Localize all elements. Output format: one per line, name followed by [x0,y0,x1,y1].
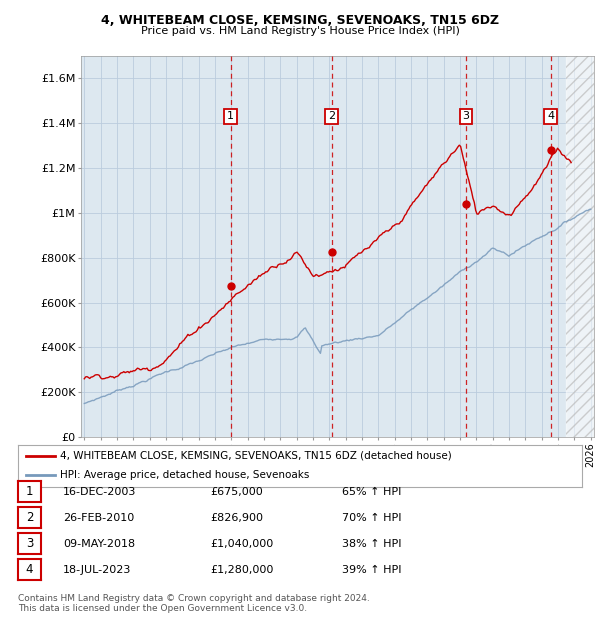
Text: £1,040,000: £1,040,000 [210,539,273,549]
Text: £675,000: £675,000 [210,487,263,497]
Text: 18-JUL-2023: 18-JUL-2023 [63,565,131,575]
Text: £826,900: £826,900 [210,513,263,523]
Text: Price paid vs. HM Land Registry's House Price Index (HPI): Price paid vs. HM Land Registry's House … [140,26,460,36]
Text: 26-FEB-2010: 26-FEB-2010 [63,513,134,523]
Text: 38% ↑ HPI: 38% ↑ HPI [342,539,401,549]
Text: 09-MAY-2018: 09-MAY-2018 [63,539,135,549]
Text: 4: 4 [26,564,33,576]
Text: HPI: Average price, detached house, Sevenoaks: HPI: Average price, detached house, Seve… [60,471,310,480]
Text: £1,280,000: £1,280,000 [210,565,274,575]
Text: 2: 2 [26,512,33,524]
Text: 3: 3 [463,112,469,122]
Text: 1: 1 [26,485,33,498]
Text: 70% ↑ HPI: 70% ↑ HPI [342,513,401,523]
Text: 4, WHITEBEAM CLOSE, KEMSING, SEVENOAKS, TN15 6DZ (detached house): 4, WHITEBEAM CLOSE, KEMSING, SEVENOAKS, … [60,451,452,461]
Text: Contains HM Land Registry data © Crown copyright and database right 2024.
This d: Contains HM Land Registry data © Crown c… [18,594,370,613]
Text: 39% ↑ HPI: 39% ↑ HPI [342,565,401,575]
Text: 1: 1 [227,112,234,122]
Text: 4: 4 [547,112,554,122]
Bar [566,56,594,437]
Text: 65% ↑ HPI: 65% ↑ HPI [342,487,401,497]
Text: 4, WHITEBEAM CLOSE, KEMSING, SEVENOAKS, TN15 6DZ: 4, WHITEBEAM CLOSE, KEMSING, SEVENOAKS, … [101,14,499,27]
Bar [566,56,594,437]
Text: 16-DEC-2003: 16-DEC-2003 [63,487,136,497]
Text: 2: 2 [328,112,335,122]
Text: 3: 3 [26,538,33,550]
